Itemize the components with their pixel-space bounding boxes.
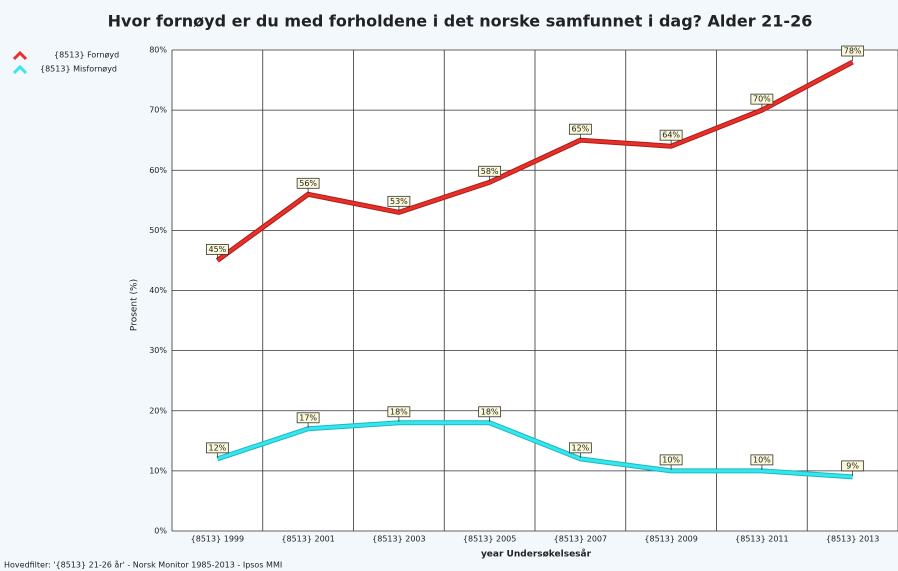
y-tick-label: 80% <box>149 46 167 55</box>
label-box <box>841 460 865 472</box>
data-label: 64% <box>662 131 680 140</box>
x-tick-label: {8513} 2001 <box>281 535 334 544</box>
data-label: 58% <box>481 167 499 176</box>
label-box <box>568 442 592 454</box>
data-label: 56% <box>299 179 317 188</box>
data-label: 17% <box>299 413 317 422</box>
data-label: 53% <box>390 197 408 206</box>
chart-title: Hvor fornøyd er du med forholdene i det … <box>108 12 813 31</box>
data-label: 18% <box>481 407 499 416</box>
data-label: 10% <box>662 455 680 464</box>
label-box <box>296 412 320 424</box>
y-axis-label: Prosent (%) <box>130 279 140 331</box>
series-line <box>216 421 853 479</box>
legend-label: {8513} Fornøyd <box>54 51 119 60</box>
x-axis-label: year Undersøkelsesår <box>481 549 592 560</box>
data-label: 45% <box>208 245 226 254</box>
legend-marker <box>12 64 28 75</box>
y-tick-label: 10% <box>149 466 167 475</box>
label-box <box>205 442 229 454</box>
label-box <box>387 406 411 418</box>
series-line <box>216 60 854 262</box>
footer: Hovedfilter: '{8513} 21-26 år' - Norsk M… <box>4 560 282 570</box>
y-tick-label: 0% <box>154 527 167 536</box>
y-tick-label: 70% <box>149 106 167 115</box>
data-label: 18% <box>390 407 408 416</box>
label-box <box>478 406 502 418</box>
label-box <box>841 45 865 57</box>
x-tick-label: {8513} 2005 <box>463 535 516 544</box>
label-box <box>478 165 502 177</box>
label-box <box>568 123 592 135</box>
x-tick-label: {8513} 2007 <box>554 535 607 544</box>
y-tick-label: 20% <box>149 406 167 415</box>
label-box <box>750 93 774 105</box>
label-box <box>205 244 229 255</box>
x-tick-label: {8513} 2011 <box>735 535 788 544</box>
y-tick-label: 60% <box>149 166 167 175</box>
label-box <box>659 454 683 466</box>
data-label: 10% <box>753 455 771 464</box>
data-label: 70% <box>753 95 771 104</box>
data-label: 12% <box>208 443 226 452</box>
y-tick-label: 30% <box>149 346 167 355</box>
legend-marker <box>12 50 28 61</box>
label-box <box>387 195 411 207</box>
label-box <box>296 177 320 189</box>
data-label: 65% <box>571 125 589 134</box>
x-tick-label: {8513} 2009 <box>644 535 697 544</box>
data-label: 9% <box>846 461 859 470</box>
data-label: 78% <box>844 47 862 56</box>
legend-label: {8513} Misfornøyd <box>40 65 117 74</box>
x-tick-label: {8513} 2003 <box>372 535 425 544</box>
label-box <box>659 129 683 141</box>
x-tick-label: {8513} 1999 <box>191 535 244 544</box>
y-tick-label: 40% <box>149 286 167 295</box>
x-tick-label: {8513} 2013 <box>826 535 879 544</box>
label-box <box>750 454 774 466</box>
y-tick-label: 50% <box>149 226 167 235</box>
data-label: 12% <box>571 443 589 452</box>
